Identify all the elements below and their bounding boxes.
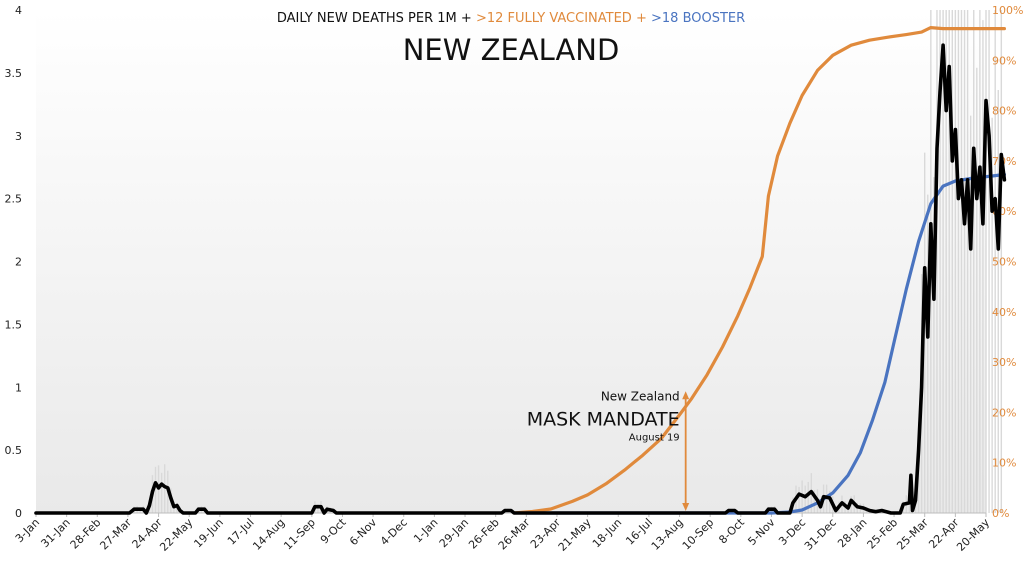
right-tick-label: 90% [992, 54, 1016, 67]
x-tick-label: 19-Jun [191, 516, 226, 551]
left-tick-label: 2.5 [5, 193, 23, 206]
mandate-arrow-head-down [682, 503, 690, 511]
right-tick-label: 50% [992, 256, 1016, 269]
left-tick-label: 1.5 [5, 318, 23, 331]
booster-line [524, 172, 1006, 515]
x-tick-label: 27-Mar [97, 516, 134, 553]
right-tick-label: 30% [992, 356, 1016, 369]
right-tick-label: 40% [992, 306, 1016, 319]
x-tick-label: 9-Oct [318, 515, 349, 546]
title-joiner: + [632, 11, 651, 26]
chart-title: DAILY NEW DEATHS PER 1M + >12 FULLY VACC… [277, 11, 745, 26]
x-tick-label: 4-Dec [378, 516, 410, 548]
series-lines [34, 26, 1007, 515]
x-tick-label: 31-Jan [38, 516, 72, 550]
x-tick-label: 20-May [954, 516, 992, 554]
vaccinated-line [512, 26, 1006, 515]
right-tick-label: 70% [992, 155, 1016, 168]
plot-background [36, 10, 986, 513]
x-tick-label: 28-Feb [68, 516, 104, 552]
left-axis-ticks: 0 0.5 1 1.5 2 2.5 3 3.5 4 [5, 4, 23, 520]
x-tick-label: 28-Jan [835, 516, 869, 550]
left-tick-label: 2 [15, 256, 22, 269]
annotation-date: August 19 [629, 432, 680, 443]
x-tick-label: 14-Aug [250, 516, 287, 553]
x-tick-label: 8-Oct [716, 515, 747, 546]
title-vaccinated: >12 FULLY VACCINATED [476, 11, 632, 26]
left-tick-label: 0 [15, 507, 22, 520]
right-tick-label: 80% [992, 105, 1016, 118]
deaths-line [34, 43, 1007, 515]
right-tick-label: 20% [992, 406, 1016, 419]
x-tick-label: 13-Aug [649, 516, 686, 553]
x-tick-label: 25-Feb [865, 516, 901, 552]
x-tick-label: 18-Jun [590, 516, 625, 551]
x-tick-label: 10-Sep [680, 516, 717, 553]
x-tick-label: 29-Jan [437, 516, 471, 550]
title-booster: >18 BOOSTER [651, 11, 745, 26]
left-tick-label: 3.5 [5, 67, 23, 80]
x-tick-label: 21-May [556, 516, 594, 554]
x-tick-label: 11-Sep [281, 516, 318, 553]
annotation-country: New Zealand [601, 389, 680, 403]
x-tick-label: 6-Nov [347, 516, 379, 548]
mask-mandate-annotation: New Zealand MASK MANDATE August 19 [527, 389, 690, 511]
mandate-arrow-head-up [682, 391, 690, 400]
x-tick-label: 26-Mar [496, 516, 533, 553]
right-tick-label: 0% [992, 507, 1009, 520]
left-tick-label: 3 [15, 130, 22, 143]
chart-subtitle: NEW ZEALAND [403, 33, 620, 67]
left-tick-label: 4 [15, 4, 22, 17]
left-tick-label: 1 [15, 381, 22, 394]
left-tick-label: 0.5 [5, 444, 23, 457]
right-tick-label: 100% [992, 4, 1023, 17]
x-tick-label: 25-Mar [894, 516, 931, 553]
right-tick-label: 10% [992, 457, 1016, 470]
x-tick-label: 31-Dec [802, 516, 839, 553]
x-tick-label: 26-Feb [466, 516, 502, 552]
x-tick-label: 22-May [157, 516, 195, 554]
annotation-label: MASK MANDATE [527, 408, 680, 430]
right-axis-ticks: 0%10%20%30%40%50%60%70%80%90%100% [992, 4, 1023, 520]
x-tick-label: 5-Nov [745, 516, 777, 548]
x-axis-ticks: 3-Jan31-Jan28-Feb27-Mar24-Apr22-May19-Ju… [13, 513, 992, 554]
title-prefix: DAILY NEW DEATHS PER 1M + [277, 11, 476, 26]
